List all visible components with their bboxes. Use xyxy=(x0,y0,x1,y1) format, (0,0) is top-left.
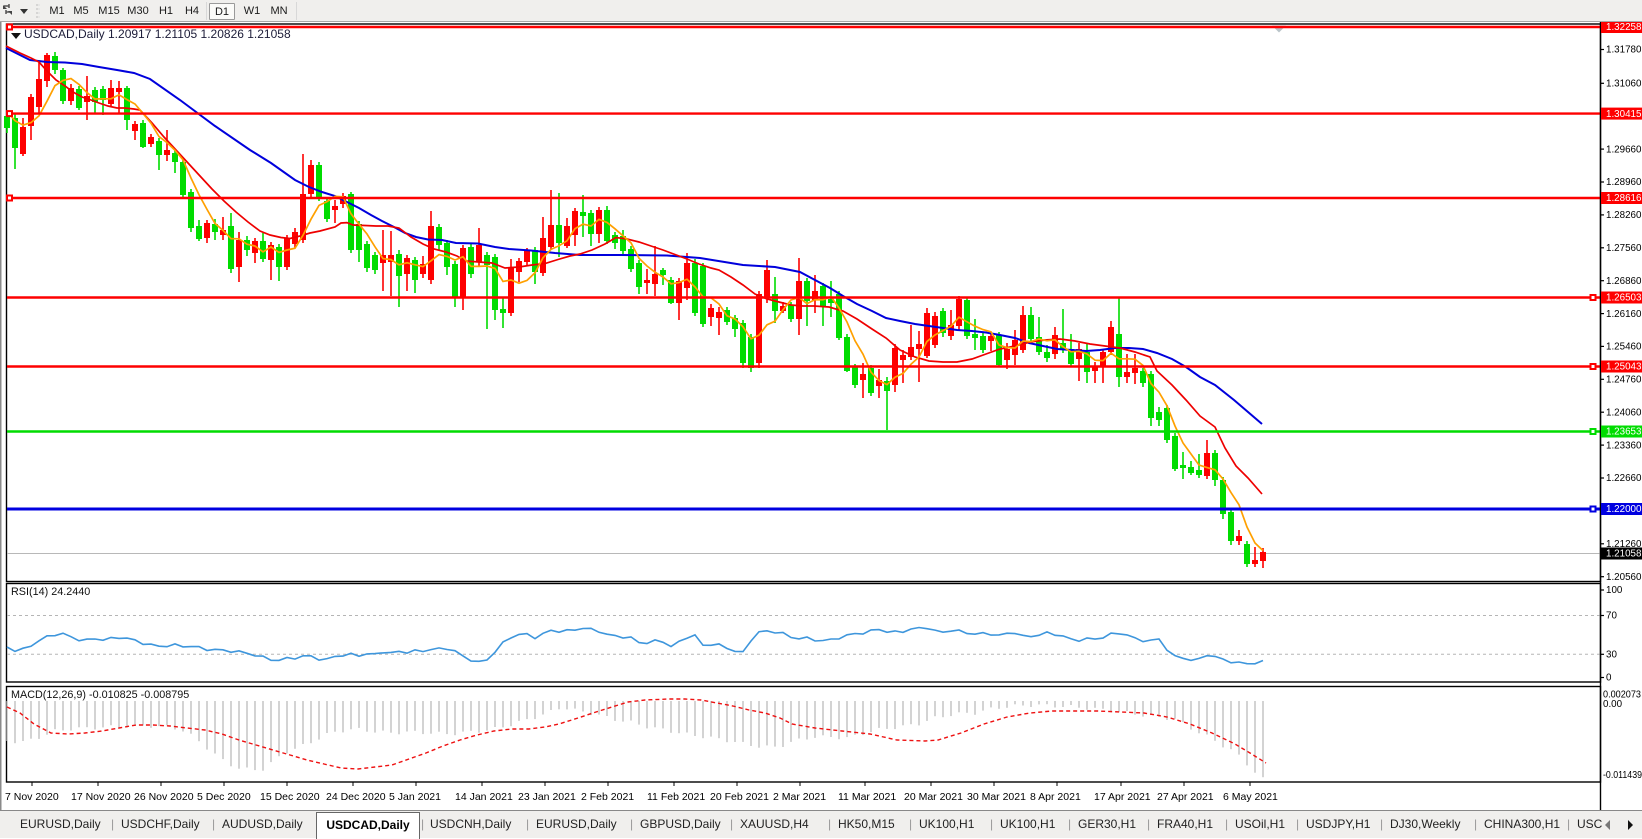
svg-text:17 Nov 2020: 17 Nov 2020 xyxy=(71,791,131,803)
svg-text:1.27560: 1.27560 xyxy=(1606,243,1642,254)
svg-text:1.29660: 1.29660 xyxy=(1606,144,1642,155)
svg-text:1.31780: 1.31780 xyxy=(1606,45,1642,56)
svg-text:1.24760: 1.24760 xyxy=(1606,375,1642,386)
svg-text:11 Mar 2021: 11 Mar 2021 xyxy=(838,791,896,803)
svg-text:20 Mar 2021: 20 Mar 2021 xyxy=(904,791,963,803)
svg-text:20 Feb 2021: 20 Feb 2021 xyxy=(710,791,769,803)
svg-text:17 Apr 2021: 17 Apr 2021 xyxy=(1094,791,1151,803)
svg-text:30 Mar 2021: 30 Mar 2021 xyxy=(967,791,1026,803)
svg-text:6 May 2021: 6 May 2021 xyxy=(1223,791,1278,803)
svg-text:1.24060: 1.24060 xyxy=(1606,407,1642,418)
svg-text:1.26503: 1.26503 xyxy=(1606,293,1642,304)
svg-text:7 Nov 2020: 7 Nov 2020 xyxy=(5,791,59,803)
svg-text:1.26160: 1.26160 xyxy=(1606,309,1642,320)
svg-text:USDCAD,Daily 1.20917 1.21105: USDCAD,Daily 1.20917 1.21105 1.20826 1.2… xyxy=(24,27,291,41)
svg-text:5 Dec 2020: 5 Dec 2020 xyxy=(197,791,251,803)
svg-text:2 Feb 2021: 2 Feb 2021 xyxy=(581,791,634,803)
svg-text:1.25460: 1.25460 xyxy=(1606,342,1642,353)
svg-text:1.32258: 1.32258 xyxy=(1606,22,1642,33)
svg-text:8 Apr 2021: 8 Apr 2021 xyxy=(1030,791,1081,803)
svg-text:24 Dec 2020: 24 Dec 2020 xyxy=(326,791,386,803)
svg-text:1.21260: 1.21260 xyxy=(1606,539,1642,550)
svg-text:0: 0 xyxy=(1606,673,1612,684)
svg-text:1.28616: 1.28616 xyxy=(1606,193,1642,204)
svg-text:1.25043: 1.25043 xyxy=(1606,362,1642,373)
svg-text:27 Apr 2021: 27 Apr 2021 xyxy=(1157,791,1214,803)
svg-text:23 Jan 2021: 23 Jan 2021 xyxy=(518,791,576,803)
svg-text:1.22000: 1.22000 xyxy=(1606,504,1642,515)
svg-text:15 Dec 2020: 15 Dec 2020 xyxy=(260,791,320,803)
svg-text:-0.011439: -0.011439 xyxy=(1603,770,1642,781)
svg-text:100: 100 xyxy=(1606,585,1623,596)
svg-text:11 Feb 2021: 11 Feb 2021 xyxy=(647,791,705,803)
svg-text:1.31060: 1.31060 xyxy=(1606,79,1642,90)
svg-text:1.23360: 1.23360 xyxy=(1606,440,1642,451)
svg-text:1.23653: 1.23653 xyxy=(1606,427,1642,438)
svg-text:1.20560: 1.20560 xyxy=(1606,572,1642,583)
svg-text:30: 30 xyxy=(1606,650,1617,661)
svg-text:1.28260: 1.28260 xyxy=(1606,210,1642,221)
svg-text:1.30415: 1.30415 xyxy=(1606,109,1642,120)
svg-text:14 Jan 2021: 14 Jan 2021 xyxy=(455,791,513,803)
svg-text:0.00: 0.00 xyxy=(1603,699,1623,710)
svg-text:26 Nov 2020: 26 Nov 2020 xyxy=(134,791,194,803)
svg-text:0.002073: 0.002073 xyxy=(1603,690,1642,701)
svg-text:1.28960: 1.28960 xyxy=(1606,177,1642,188)
svg-text:70: 70 xyxy=(1606,611,1617,622)
svg-text:1.22660: 1.22660 xyxy=(1606,473,1642,484)
svg-text:5 Jan 2021: 5 Jan 2021 xyxy=(389,791,441,803)
svg-text:MACD(12,26,9) -0.010825 -0.008: MACD(12,26,9) -0.010825 -0.008795 xyxy=(11,689,189,701)
svg-text:1.26860: 1.26860 xyxy=(1606,276,1642,287)
svg-text:1.21058: 1.21058 xyxy=(1606,549,1642,560)
svg-text:RSI(14) 24.2440: RSI(14) 24.2440 xyxy=(11,586,90,598)
svg-text:2 Mar 2021: 2 Mar 2021 xyxy=(773,791,826,803)
